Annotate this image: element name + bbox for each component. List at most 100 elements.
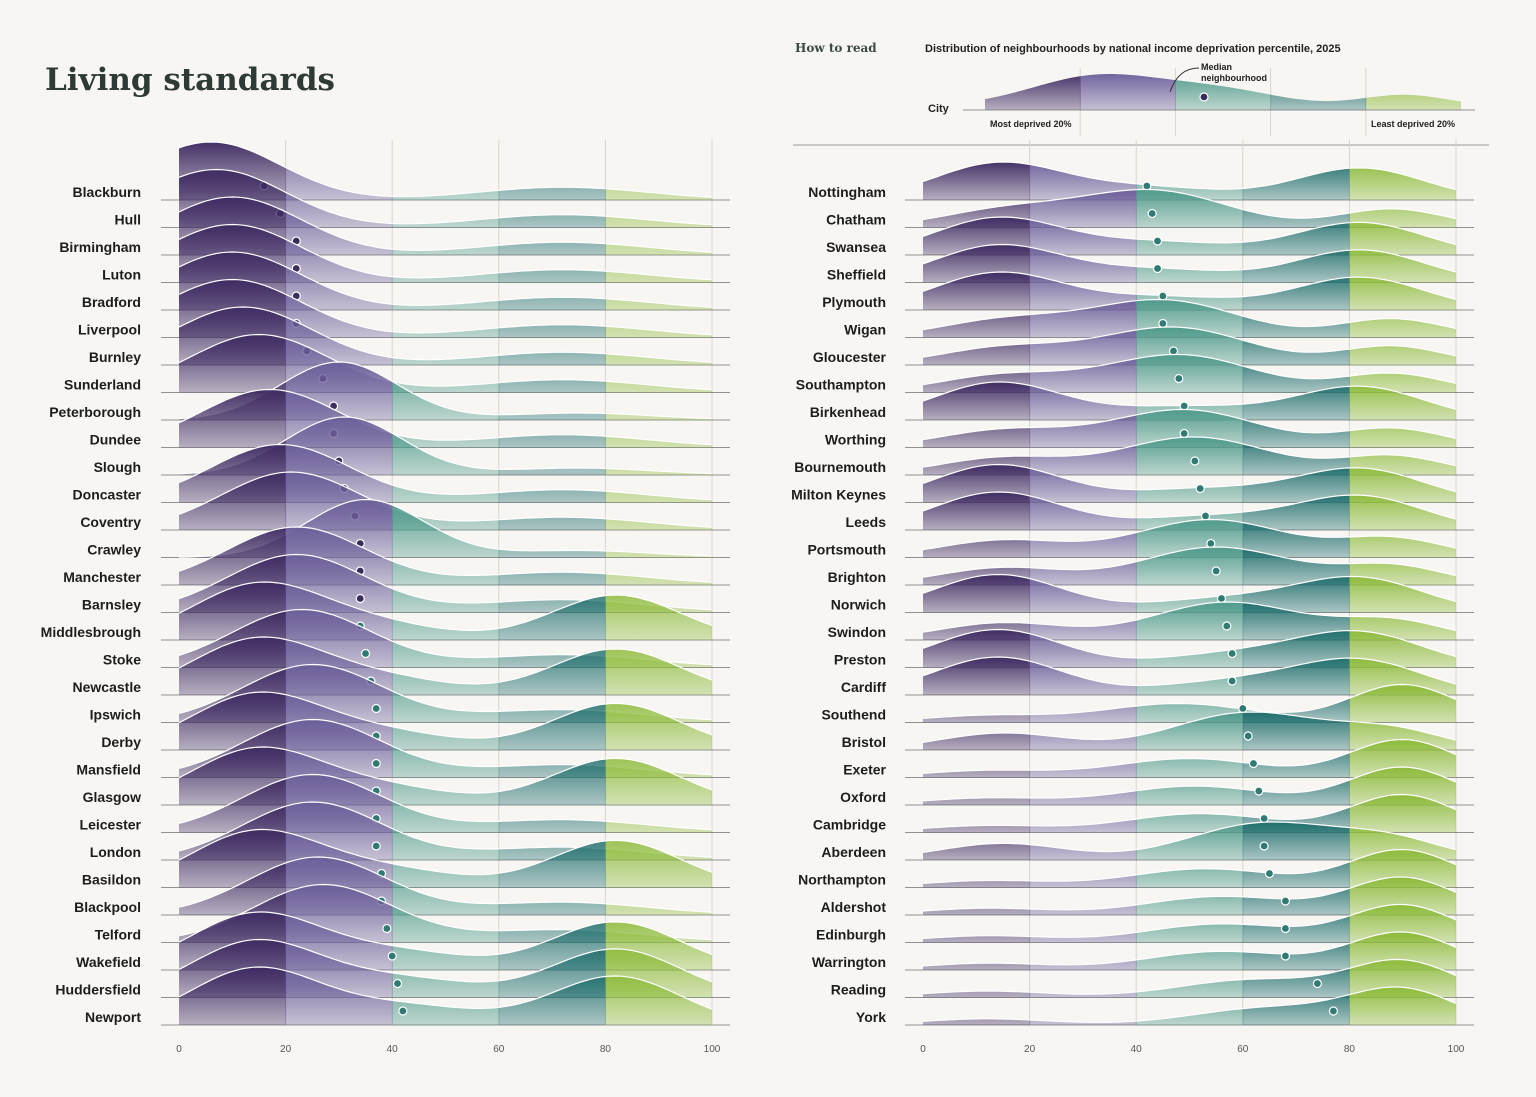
median-dot: [1312, 978, 1323, 989]
x-tick-label: 80: [1344, 1044, 1356, 1055]
ridge-outline: [922, 353, 1457, 386]
city-label: York: [856, 1009, 886, 1025]
city-label: Derby: [101, 734, 141, 750]
median-dot: [371, 758, 381, 769]
ridge-outline: [178, 526, 713, 583]
ridge-fill: [923, 162, 1456, 200]
city-label: Blackburn: [73, 184, 141, 200]
how-to-read-heading: How to read: [795, 41, 877, 55]
city-label: Gloucester: [813, 349, 887, 365]
ridge-outline: [178, 443, 713, 501]
median-dot: [1179, 401, 1189, 411]
legend-median-dot: [1199, 92, 1209, 102]
x-tick-label: 100: [1448, 1044, 1465, 1055]
city-label: Norwich: [831, 597, 886, 613]
city-label: Mansfield: [76, 762, 141, 778]
city-label: Plymouth: [822, 294, 886, 310]
legend-most-deprived: Most deprived 20%: [990, 119, 1072, 129]
median-dot: [398, 1006, 408, 1016]
median-dot: [1195, 483, 1205, 494]
ridge-outline: [922, 738, 1457, 774]
city-label: Bristol: [842, 734, 886, 750]
ridge-outline: [178, 196, 713, 253]
ridge-outline: [178, 141, 713, 198]
ridge-outline: [922, 216, 1457, 246]
city-label: Leicester: [80, 817, 142, 833]
median-dot: [1200, 511, 1211, 521]
city-label: Worthing: [825, 432, 886, 448]
ridge-outline: [922, 491, 1457, 520]
median-dot: [1248, 758, 1259, 769]
city-label: Burnley: [89, 349, 141, 365]
legend-band: [985, 74, 1081, 110]
city-label: Milton Keynes: [791, 487, 886, 503]
ridge-outline: [922, 161, 1457, 191]
city-label: Cambridge: [813, 817, 886, 833]
legend-median-label-2: neighbourhood: [1201, 73, 1267, 83]
city-label: Bradford: [82, 294, 141, 310]
ridge-outline: [922, 793, 1457, 829]
city-label: Birmingham: [59, 239, 141, 255]
ridge-outline: [922, 821, 1457, 853]
median-dot: [1227, 648, 1237, 659]
city-label: Swansea: [826, 239, 886, 255]
legend-least-deprived: Least deprived 20%: [1371, 119, 1455, 129]
right-panel: Nottingham Chatham Swansea Sheffield Plymout…: [791, 140, 1474, 1055]
legend-band: [1270, 74, 1367, 110]
median-dot: [1158, 291, 1168, 301]
ridge-outline: [922, 546, 1457, 578]
ridge-band: [1349, 162, 1456, 200]
city-label: Preston: [834, 652, 886, 668]
median-dot: [1259, 841, 1269, 851]
ridge-band: [1242, 822, 1350, 860]
median-dot: [1280, 923, 1291, 934]
city-label: Hull: [115, 212, 141, 228]
median-dot: [392, 978, 403, 989]
city-label: Stoke: [103, 652, 141, 668]
ridge-band: [285, 142, 393, 200]
legend-band: [1080, 74, 1176, 110]
city-label: Luton: [102, 267, 141, 283]
city-label: Ipswich: [90, 707, 141, 723]
ridge-outline: [178, 251, 713, 308]
median-dot: [1227, 676, 1237, 686]
city-label: Glasgow: [83, 789, 141, 805]
ridge-outline: [922, 188, 1457, 221]
legend-band: [1365, 74, 1461, 110]
median-dot: [1152, 263, 1163, 274]
city-label: Aberdeen: [821, 844, 886, 860]
median-dot: [1243, 731, 1253, 741]
ridge-outline: [178, 911, 713, 956]
city-label: Middlesbrough: [41, 624, 141, 640]
city-label: Barnsley: [82, 597, 141, 613]
city-label: Dundee: [90, 432, 142, 448]
ridge-outline: [922, 656, 1457, 687]
ridge-outline: [922, 628, 1457, 659]
median-dot: [1206, 538, 1216, 549]
x-tick-label: 20: [280, 1044, 292, 1055]
median-dot: [387, 951, 397, 961]
city-label: London: [90, 844, 141, 860]
ridge-outline: [178, 333, 713, 391]
median-dot: [1216, 593, 1227, 604]
ridge-outline: [922, 408, 1457, 441]
median-dot: [371, 841, 381, 851]
city-label: Doncaster: [73, 487, 142, 503]
ridge-row: [905, 161, 1474, 201]
city-label: Manchester: [63, 569, 141, 585]
median-dot: [1280, 896, 1291, 906]
legend-median-label-1: Median: [1201, 62, 1232, 72]
ridge-outline: [922, 986, 1457, 1023]
city-label: Warrington: [812, 954, 886, 970]
ridge-outline: [922, 298, 1457, 331]
median-dot: [1147, 208, 1157, 219]
city-label: Brighton: [828, 569, 886, 585]
ridge-outline: [922, 931, 1457, 967]
ridge-outline: [922, 243, 1457, 273]
x-tick-label: 80: [600, 1044, 612, 1055]
median-dot: [1264, 868, 1275, 879]
city-label: Newport: [85, 1009, 141, 1025]
ridge-outline: [178, 636, 713, 685]
city-label: Birkenhead: [810, 404, 886, 420]
ridge-outline: [922, 903, 1457, 940]
